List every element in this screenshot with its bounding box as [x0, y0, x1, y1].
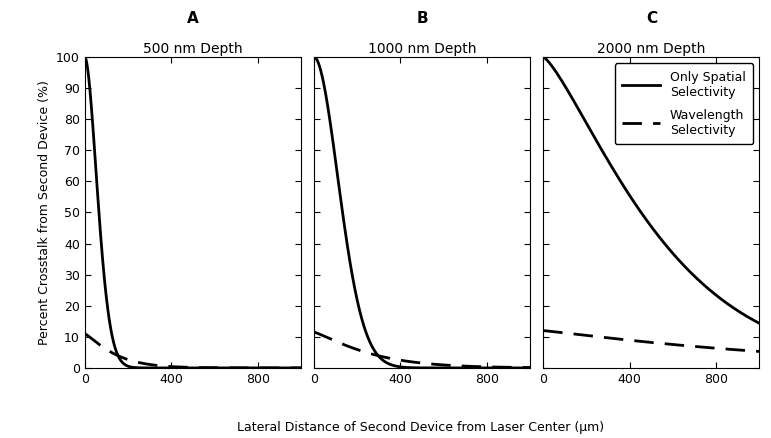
Text: B: B	[416, 11, 428, 26]
Title: 1000 nm Depth: 1000 nm Depth	[368, 42, 476, 56]
Y-axis label: Percent Crosstalk from Second Device (%): Percent Crosstalk from Second Device (%)	[38, 80, 51, 345]
Title: 2000 nm Depth: 2000 nm Depth	[597, 42, 705, 56]
Legend: Only Spatial
Selectivity, Wavelength
Selectivity: Only Spatial Selectivity, Wavelength Sel…	[614, 63, 753, 144]
Text: C: C	[646, 11, 657, 26]
Title: 500 nm Depth: 500 nm Depth	[143, 42, 243, 56]
Text: Lateral Distance of Second Device from Laser Center (μm): Lateral Distance of Second Device from L…	[237, 420, 604, 434]
Text: A: A	[187, 11, 199, 26]
